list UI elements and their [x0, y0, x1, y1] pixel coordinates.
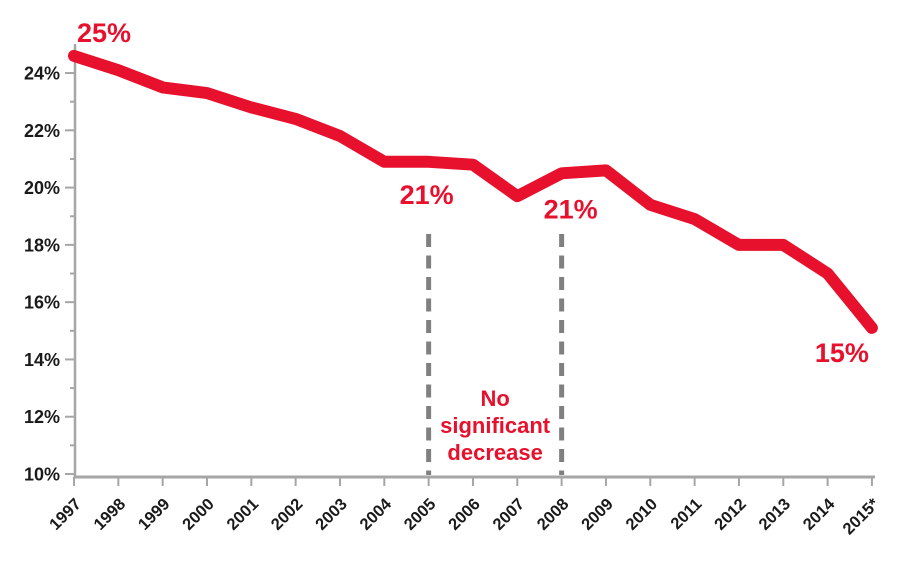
- x-tick-label: 2005: [401, 495, 440, 534]
- x-tick-label: 2015*: [840, 495, 884, 539]
- x-tick-label: 1998: [90, 495, 129, 534]
- x-tick-label: 2003: [312, 495, 351, 534]
- point-label: 25%: [77, 18, 131, 48]
- note-line: No: [480, 386, 509, 411]
- y-axis: 10% 12% 14% 16% 18% 20% 22% 24%: [24, 44, 77, 485]
- x-tick-label: 1999: [135, 495, 174, 534]
- y-tick-label: 24%: [24, 64, 60, 84]
- x-tick-label: 2011: [667, 495, 705, 533]
- note-line: decrease: [447, 440, 542, 465]
- y-tick-label: 16%: [24, 293, 60, 313]
- x-tick-label: 2008: [534, 495, 573, 534]
- y-tick-label: 22%: [24, 121, 60, 141]
- x-tick-label: 2000: [179, 495, 218, 534]
- point-label: 15%: [815, 338, 869, 368]
- annotation-dashed-lines: [426, 234, 565, 475]
- x-tick-label: 2006: [445, 495, 484, 534]
- y-tick-label: 10%: [24, 465, 60, 485]
- y-tick-label: 12%: [24, 407, 60, 427]
- x-tick-label: 2002: [268, 495, 307, 534]
- x-tick-label: 2009: [578, 495, 617, 534]
- x-tick-label: 2010: [622, 495, 661, 534]
- y-tick-label: 14%: [24, 350, 60, 370]
- note-text: No significant decrease: [440, 386, 551, 465]
- x-tick-label: 2014: [800, 495, 839, 534]
- x-tick-label: 1997: [46, 495, 85, 534]
- x-tick-label: 2007: [489, 495, 528, 534]
- point-label: 21%: [544, 194, 598, 224]
- y-tick-label: 20%: [24, 178, 60, 198]
- x-tick-label: 2013: [755, 495, 794, 534]
- x-tick-label: 2004: [356, 495, 395, 534]
- x-tick-label: 2012: [711, 495, 750, 534]
- point-labels: 25% 21% 21% 15%: [77, 18, 869, 368]
- note-line: significant: [440, 413, 551, 438]
- y-tick-label: 18%: [24, 235, 60, 255]
- data-line: [68, 49, 878, 334]
- point-label: 21%: [400, 180, 454, 210]
- x-tick-label: 2001: [223, 495, 262, 534]
- x-axis: 1997 1998 1999 2000 2001 2002 2003 2004 2005 2006…: [46, 475, 884, 539]
